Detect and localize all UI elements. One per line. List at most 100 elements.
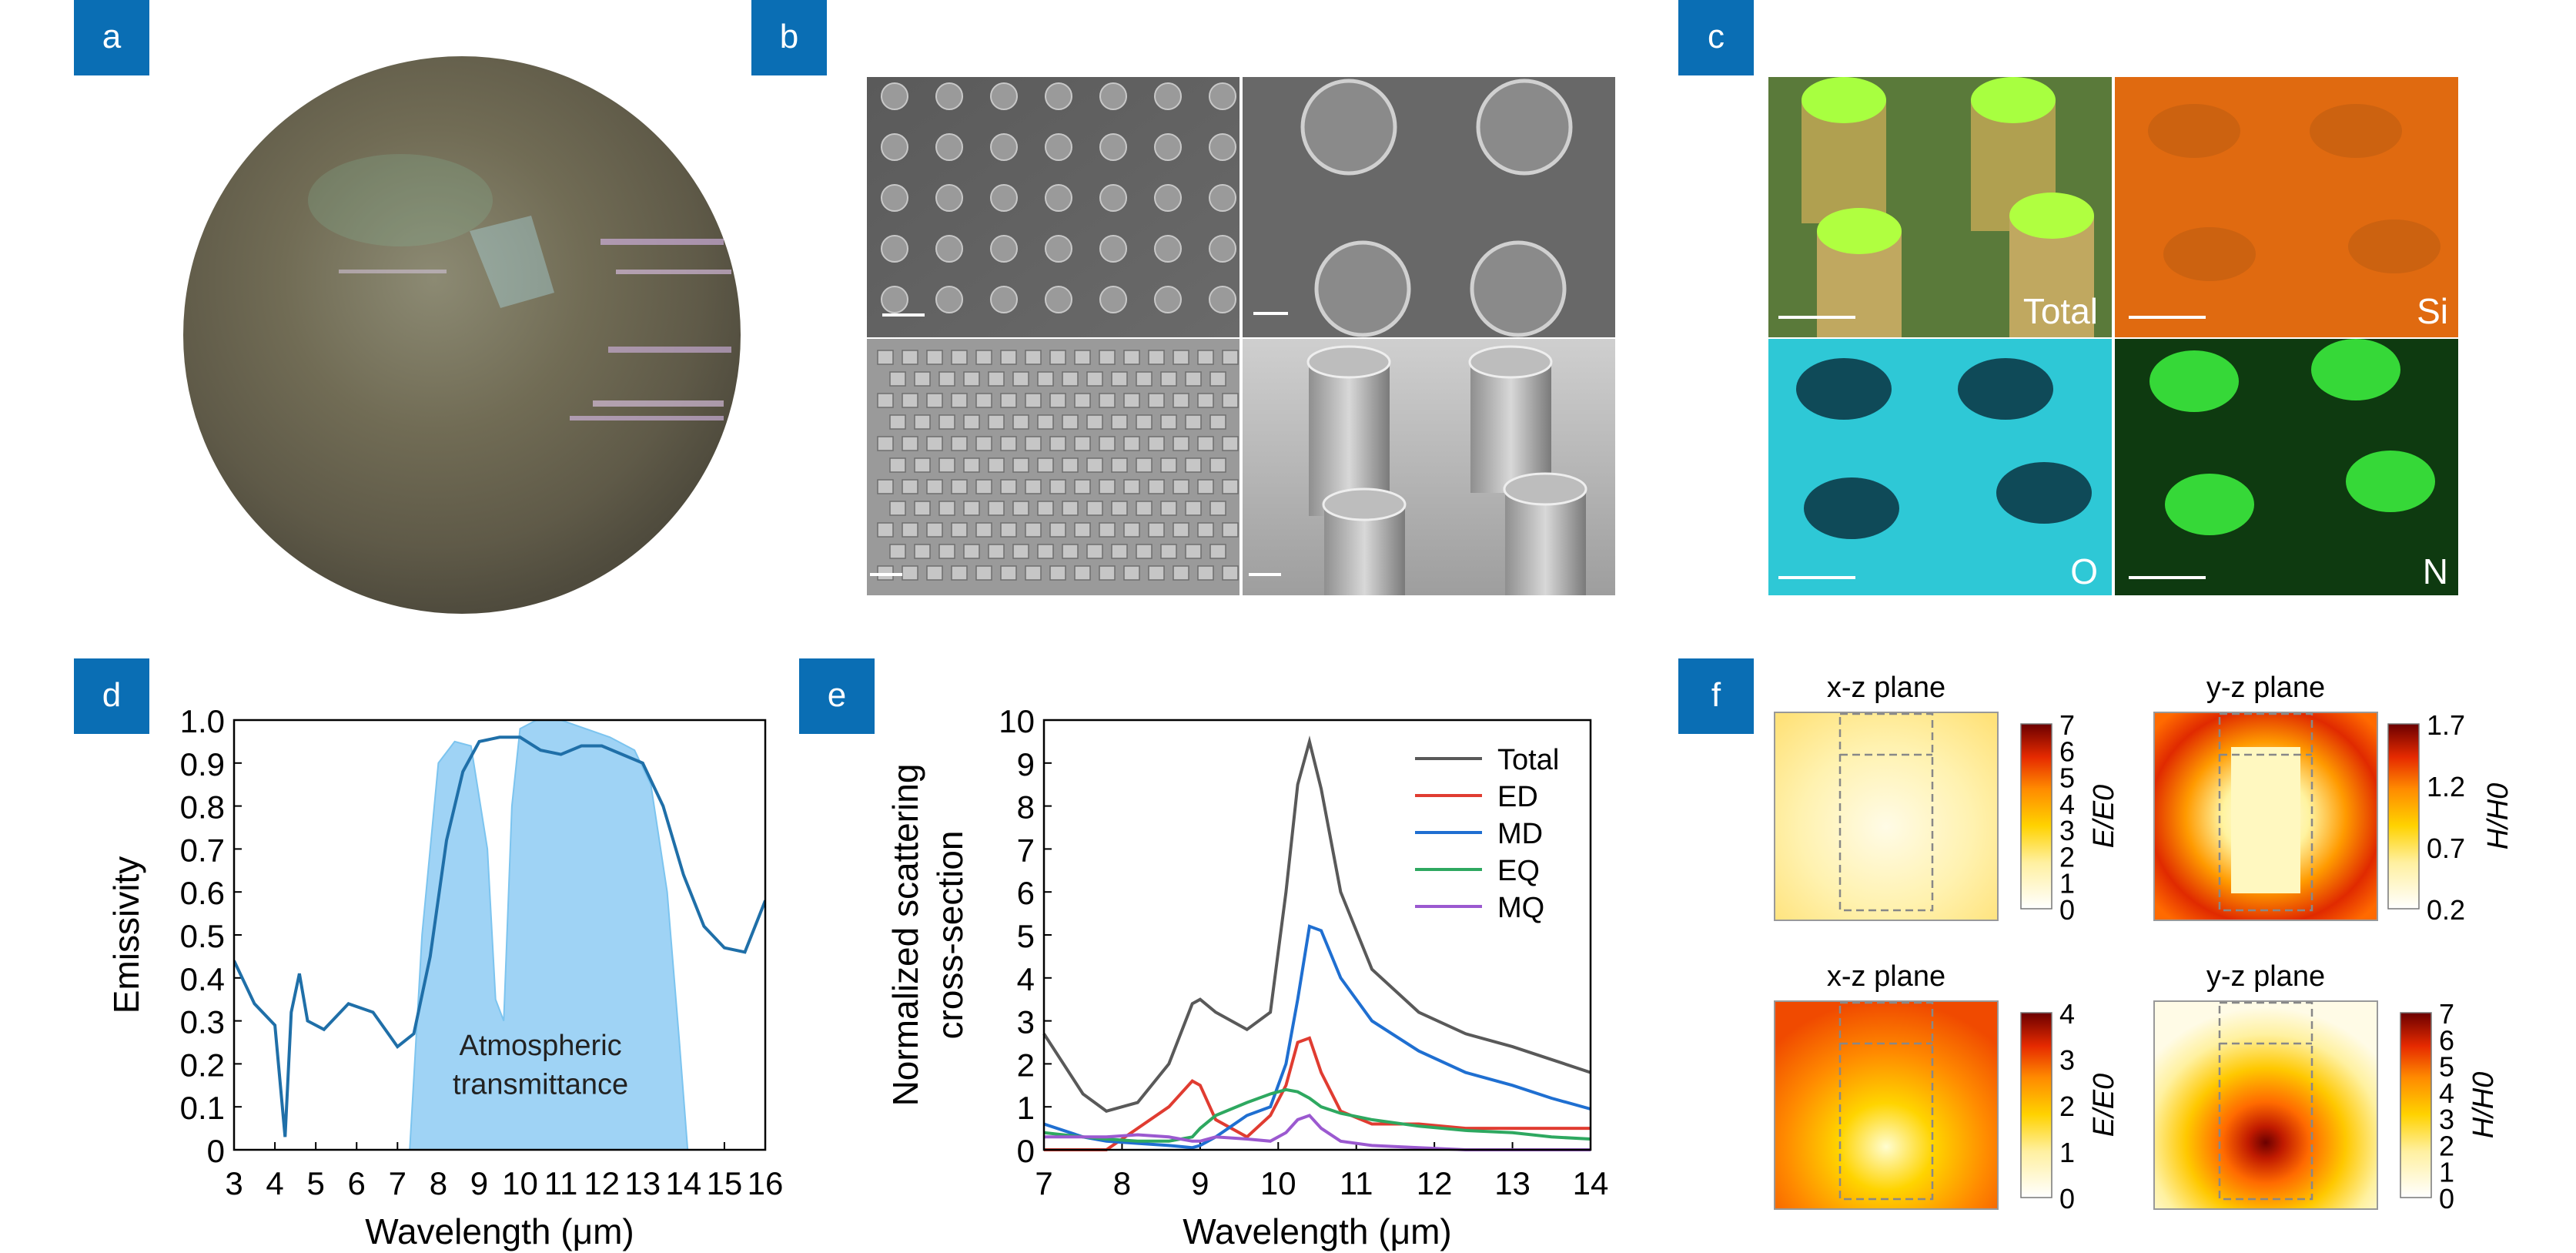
sem-pillar: [1197, 350, 1214, 365]
sem-pillar: [1160, 414, 1177, 430]
panel-label-box: [74, 658, 149, 734]
sem-pillar: [877, 479, 894, 494]
sem-pillar: [1049, 436, 1066, 451]
sem-pillar: [1099, 350, 1116, 365]
sem-pillar: [1037, 414, 1054, 430]
sem-pillar: [1160, 544, 1177, 559]
pillar-outline: [1838, 712, 1934, 912]
sem-pillar: [1222, 393, 1239, 408]
plot-frame: [233, 719, 767, 1151]
sem-pillar: [1123, 350, 1140, 365]
sem-pillar: [1045, 235, 1072, 263]
sem-pillar: [902, 522, 918, 538]
sem-pillar: [902, 393, 918, 408]
colorbar-quantity: H/H0: [2467, 1072, 2500, 1139]
sem-pillar: [1012, 544, 1029, 559]
sem-pillar: [889, 371, 906, 387]
sem-pillar: [1012, 414, 1029, 430]
sem-pillar: [877, 522, 894, 538]
eds-total-pillars: [1802, 77, 2094, 337]
sem-pillar: [938, 371, 955, 387]
sem-pillar: [1086, 371, 1103, 387]
sem-pillar: [951, 350, 968, 365]
sem-pillar: [975, 350, 992, 365]
sem-pillar: [1222, 565, 1239, 581]
sem-pillar: [938, 544, 955, 559]
colorbar-tick: 2: [2439, 1130, 2454, 1161]
scale-bar: [1249, 573, 1281, 576]
x-tick-label: 14: [1573, 1165, 1609, 1201]
sem-pillar: [990, 184, 1018, 212]
sem-pillar: [990, 133, 1018, 161]
sem-pillar: [1136, 501, 1153, 516]
y-tick-label: 0.9: [180, 746, 225, 782]
sem-pillar: [914, 544, 931, 559]
sem-pillar-array: [881, 82, 1236, 313]
sem-pillar: [881, 133, 908, 161]
colorbar-tick: 7: [2059, 709, 2075, 741]
sem-pillar: [951, 479, 968, 494]
sem-pillar: [1222, 350, 1239, 365]
y-tick-label: 0: [207, 1133, 225, 1169]
y-tick-label: 2: [1017, 1047, 1035, 1083]
colorbar-tick: 5: [2059, 762, 2075, 794]
sem-pillar: [1160, 371, 1177, 387]
colorbar: [2020, 1012, 2052, 1198]
sem-pillar: [881, 184, 908, 212]
y-tick-label: 4: [1017, 961, 1035, 997]
x-tick-label: 8: [430, 1165, 447, 1201]
sem-pillar: [914, 414, 931, 430]
sem-pillar: [988, 457, 1005, 473]
sem-pillar: [1099, 522, 1116, 538]
y-tick-label: 0.3: [180, 1004, 225, 1040]
sem-pillar: [1062, 544, 1079, 559]
colorbar-tick: 0.2: [2427, 894, 2465, 926]
sem-tilted-closeup-pillars: [1306, 345, 1587, 595]
sem-pillar: [1154, 133, 1182, 161]
sem-pillar: [1049, 479, 1066, 494]
y-tick-label: 9: [1017, 746, 1035, 782]
sem-pillar: [1025, 522, 1042, 538]
colorbar-tick: 0: [2439, 1183, 2454, 1214]
eds-label-si: Si: [2417, 291, 2448, 331]
sem-pillar: [1099, 235, 1127, 263]
field-map-3: x-z plane 4 3 2 1 0 E/E0: [1774, 960, 2120, 1214]
band-annotation-line2: transmittance: [453, 1068, 628, 1101]
sem-pillar: [990, 82, 1018, 110]
field-map-title: y-z plane: [2206, 672, 2325, 704]
band-annotation-line1: Atmospheric: [459, 1030, 621, 1062]
sem-pillar: [1148, 436, 1165, 451]
sem-pillar: [1045, 133, 1072, 161]
sem-pillar: [926, 522, 943, 538]
x-tick-label: 4: [266, 1165, 283, 1201]
sem-pillar: [975, 522, 992, 538]
sem-pillar: [1111, 457, 1128, 473]
panel-label-box: [74, 0, 149, 75]
sem-pillar: [1074, 522, 1091, 538]
y-tick-label: 0: [1017, 1133, 1035, 1169]
pillar-outline: [2218, 712, 2313, 912]
sem-pillar: [914, 501, 931, 516]
y-tick-label: 6: [1017, 875, 1035, 911]
pillar-outline: [2218, 1001, 2313, 1201]
sem-pillar: [1123, 522, 1140, 538]
y-axis-label-line2: cross-section: [930, 831, 970, 1040]
sem-pillar: [938, 501, 955, 516]
sem-pillar: [1086, 414, 1103, 430]
sem-pillar: [1197, 393, 1214, 408]
sem-pillar: [889, 457, 906, 473]
sem-pillar: [1000, 479, 1017, 494]
sem-pillar: [1209, 544, 1226, 559]
sem-pillar: [1012, 457, 1029, 473]
colorbar-tick: 7: [2439, 998, 2454, 1030]
series-line-eq: [1043, 1087, 1591, 1143]
sem-pillar: [1074, 565, 1091, 581]
panel-a: a: [74, 0, 741, 614]
sem-pillar: [1197, 565, 1214, 581]
x-tick-label: 10: [1260, 1165, 1296, 1201]
sem-pillar: [1123, 565, 1140, 581]
sem-pillar: [938, 457, 955, 473]
sem-pillar: [1154, 235, 1182, 263]
